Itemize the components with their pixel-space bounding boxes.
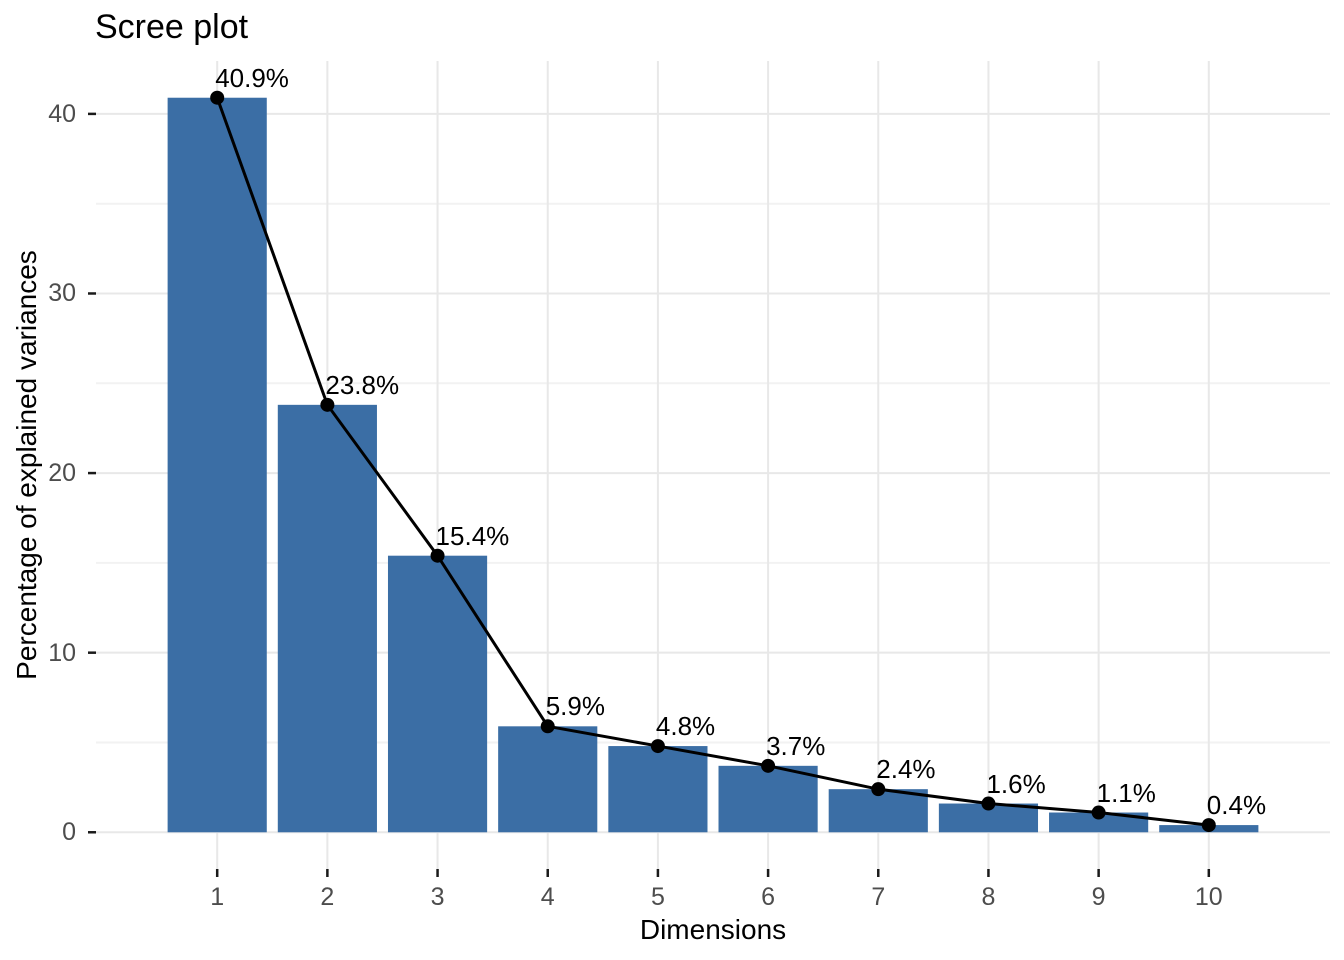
x-tick-label-1: 1: [210, 883, 225, 911]
data-label-dim-3: 15.4%: [435, 520, 510, 551]
data-label-dim-4: 5.9%: [545, 691, 605, 722]
y-tick-label-30: 30: [48, 279, 76, 308]
data-label-dim-6: 3.7%: [766, 730, 826, 761]
point-dim-7: [871, 782, 886, 797]
x-tick-label-10: 10: [1194, 883, 1223, 911]
point-dim-4: [540, 719, 555, 734]
y-tick-label-20: 20: [48, 459, 76, 488]
x-tick-label-9: 9: [1091, 883, 1106, 911]
x-tick-label-5: 5: [650, 883, 665, 911]
y-tick-label-40: 40: [48, 99, 76, 128]
point-dim-3: [430, 548, 445, 563]
data-label-dim-8: 1.6%: [986, 768, 1046, 799]
bar-dim-9: [1049, 812, 1149, 833]
point-dim-6: [761, 758, 776, 773]
data-label-dim-5: 4.8%: [655, 711, 716, 742]
bar-dim-5: [608, 746, 708, 833]
bar-dim-1: [167, 97, 267, 833]
bar-dim-7: [828, 789, 928, 833]
bar-dim-4: [498, 726, 598, 833]
y-tick-label-10: 10: [48, 638, 76, 667]
x-tick-label-3: 3: [430, 883, 445, 911]
variance-line: [215, 97, 1209, 827]
x-axis-title: Dimensions: [639, 914, 787, 945]
point-dim-5: [650, 739, 665, 754]
y-tick-label-0: 0: [62, 818, 76, 847]
bar-dim-3: [387, 555, 488, 833]
data-label-dim-7: 2.4%: [876, 754, 936, 785]
x-tick-label-4: 4: [540, 883, 555, 911]
point-dim-9: [1091, 805, 1106, 820]
data-label-dim-1: 40.9%: [215, 62, 289, 93]
data-label-dim-10: 0.4%: [1206, 790, 1267, 821]
point-dim-8: [981, 796, 996, 811]
chart-title: Scree plot: [95, 8, 249, 46]
x-tick-label-8: 8: [981, 883, 996, 911]
point-dim-1: [210, 90, 225, 105]
bar-dim-2: [277, 404, 377, 833]
data-label-dim-2: 23.8%: [325, 369, 400, 400]
point-dim-2: [320, 397, 335, 412]
bar-dim-6: [718, 765, 818, 833]
x-tick-label-7: 7: [871, 883, 886, 911]
x-tick-label-6: 6: [761, 883, 776, 911]
point-dim-10: [1201, 818, 1216, 833]
x-tick-label-2: 2: [320, 883, 335, 911]
data-label-dim-9: 1.1%: [1096, 777, 1156, 808]
